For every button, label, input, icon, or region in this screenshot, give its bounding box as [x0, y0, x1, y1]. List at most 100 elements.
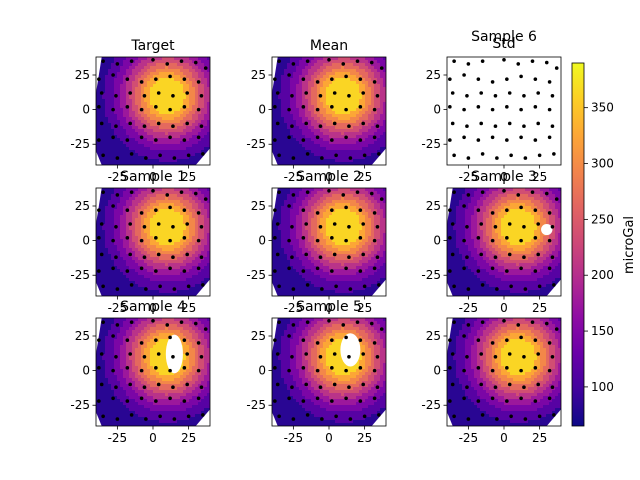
contour-cell	[192, 188, 196, 192]
contour-cell	[314, 251, 318, 255]
contour-cell	[135, 233, 139, 237]
contour-cell	[195, 263, 199, 267]
contour-cell	[338, 162, 342, 165]
contour-cell	[317, 236, 321, 240]
contour-cell	[123, 120, 127, 124]
contour-cell	[138, 248, 142, 252]
contour-cell	[299, 99, 303, 103]
contour-cell	[347, 141, 351, 145]
contour-cell	[302, 156, 306, 160]
contour-cell	[168, 144, 172, 148]
contour-cell	[180, 275, 184, 279]
contour-cell	[174, 257, 178, 261]
contour-cell	[374, 96, 378, 100]
contour-cell	[302, 57, 306, 61]
contour-cell	[302, 284, 306, 288]
contour-cell	[371, 87, 375, 91]
contour-cell	[314, 117, 318, 121]
contour-cell	[311, 188, 315, 192]
sample-point	[179, 190, 184, 194]
contour-cell	[111, 236, 115, 240]
contour-cell	[165, 263, 169, 267]
contour-cell	[180, 203, 184, 207]
contour-cell	[198, 203, 202, 207]
contour-cell	[371, 138, 375, 142]
contour-cell	[168, 287, 172, 291]
contour-cell	[174, 239, 178, 243]
contour-cell	[308, 206, 312, 210]
contour-cell	[198, 227, 202, 231]
contour-cell	[293, 293, 297, 296]
contour-cell	[204, 236, 208, 240]
contour-cell	[147, 290, 151, 294]
contour-cell	[314, 218, 318, 222]
contour-cell	[302, 212, 306, 216]
sample-point	[128, 252, 132, 257]
contour-cell	[323, 111, 327, 115]
contour-cell	[195, 117, 199, 121]
contour-cell	[177, 120, 181, 124]
contour-cell	[186, 159, 190, 163]
contour-cell	[198, 150, 202, 154]
contour-cell	[159, 105, 163, 109]
contour-cell	[338, 93, 342, 97]
contour-cell	[290, 200, 294, 204]
contour-cell	[308, 260, 312, 264]
contour-cell	[326, 135, 330, 139]
contour-cell	[105, 263, 109, 267]
contour-cell	[120, 84, 124, 88]
contour-cell	[138, 114, 142, 118]
contour-cell	[314, 230, 318, 234]
contour-cell	[138, 57, 142, 61]
contour-cell	[332, 102, 336, 106]
contour-cell	[162, 194, 166, 198]
contour-cell	[186, 233, 190, 237]
contour-cell	[275, 251, 279, 255]
contour-cell	[335, 111, 339, 115]
contour-cell	[308, 90, 312, 94]
contour-cell	[126, 141, 130, 145]
contour-cell	[207, 191, 210, 195]
contour-cell	[111, 93, 115, 97]
contour-cell	[207, 99, 210, 103]
contour-cell	[350, 138, 354, 142]
contour-cell	[108, 245, 112, 249]
contour-cell	[99, 102, 103, 106]
contour-cell	[102, 218, 106, 222]
contour-cell	[177, 233, 181, 237]
contour-cell	[281, 162, 285, 165]
contour-cell	[186, 218, 190, 222]
contour-cell	[126, 135, 130, 139]
contour-cell	[156, 227, 160, 231]
contour-cell	[293, 66, 297, 70]
contour-cell	[177, 197, 181, 201]
sample-point	[523, 156, 528, 160]
sample-point	[544, 60, 549, 65]
contour-cell	[317, 194, 321, 198]
contour-cell	[371, 129, 375, 133]
contour-cell	[156, 153, 160, 157]
contour-cell	[159, 215, 163, 219]
contour-cell	[287, 114, 291, 118]
contour-cell	[192, 153, 196, 157]
contour-cell	[305, 263, 309, 267]
contour-cell	[323, 141, 327, 145]
contour-cell	[287, 102, 291, 106]
contour-cell	[320, 120, 324, 124]
contour-cell	[305, 150, 309, 154]
contour-cell	[198, 254, 202, 258]
contour-cell	[99, 108, 103, 112]
contour-cell	[320, 233, 324, 237]
sample-point	[330, 77, 334, 81]
contour-cell	[120, 230, 124, 234]
contour-cell	[114, 102, 118, 106]
contour-cell	[195, 81, 199, 85]
contour-cell	[320, 200, 324, 204]
contour-cell	[162, 191, 166, 195]
contour-cell	[302, 96, 306, 100]
contour-cell	[153, 147, 157, 151]
contour-cell	[275, 272, 279, 276]
sample-point	[151, 188, 155, 193]
contour-cell	[350, 93, 354, 97]
contour-cell	[192, 108, 196, 112]
